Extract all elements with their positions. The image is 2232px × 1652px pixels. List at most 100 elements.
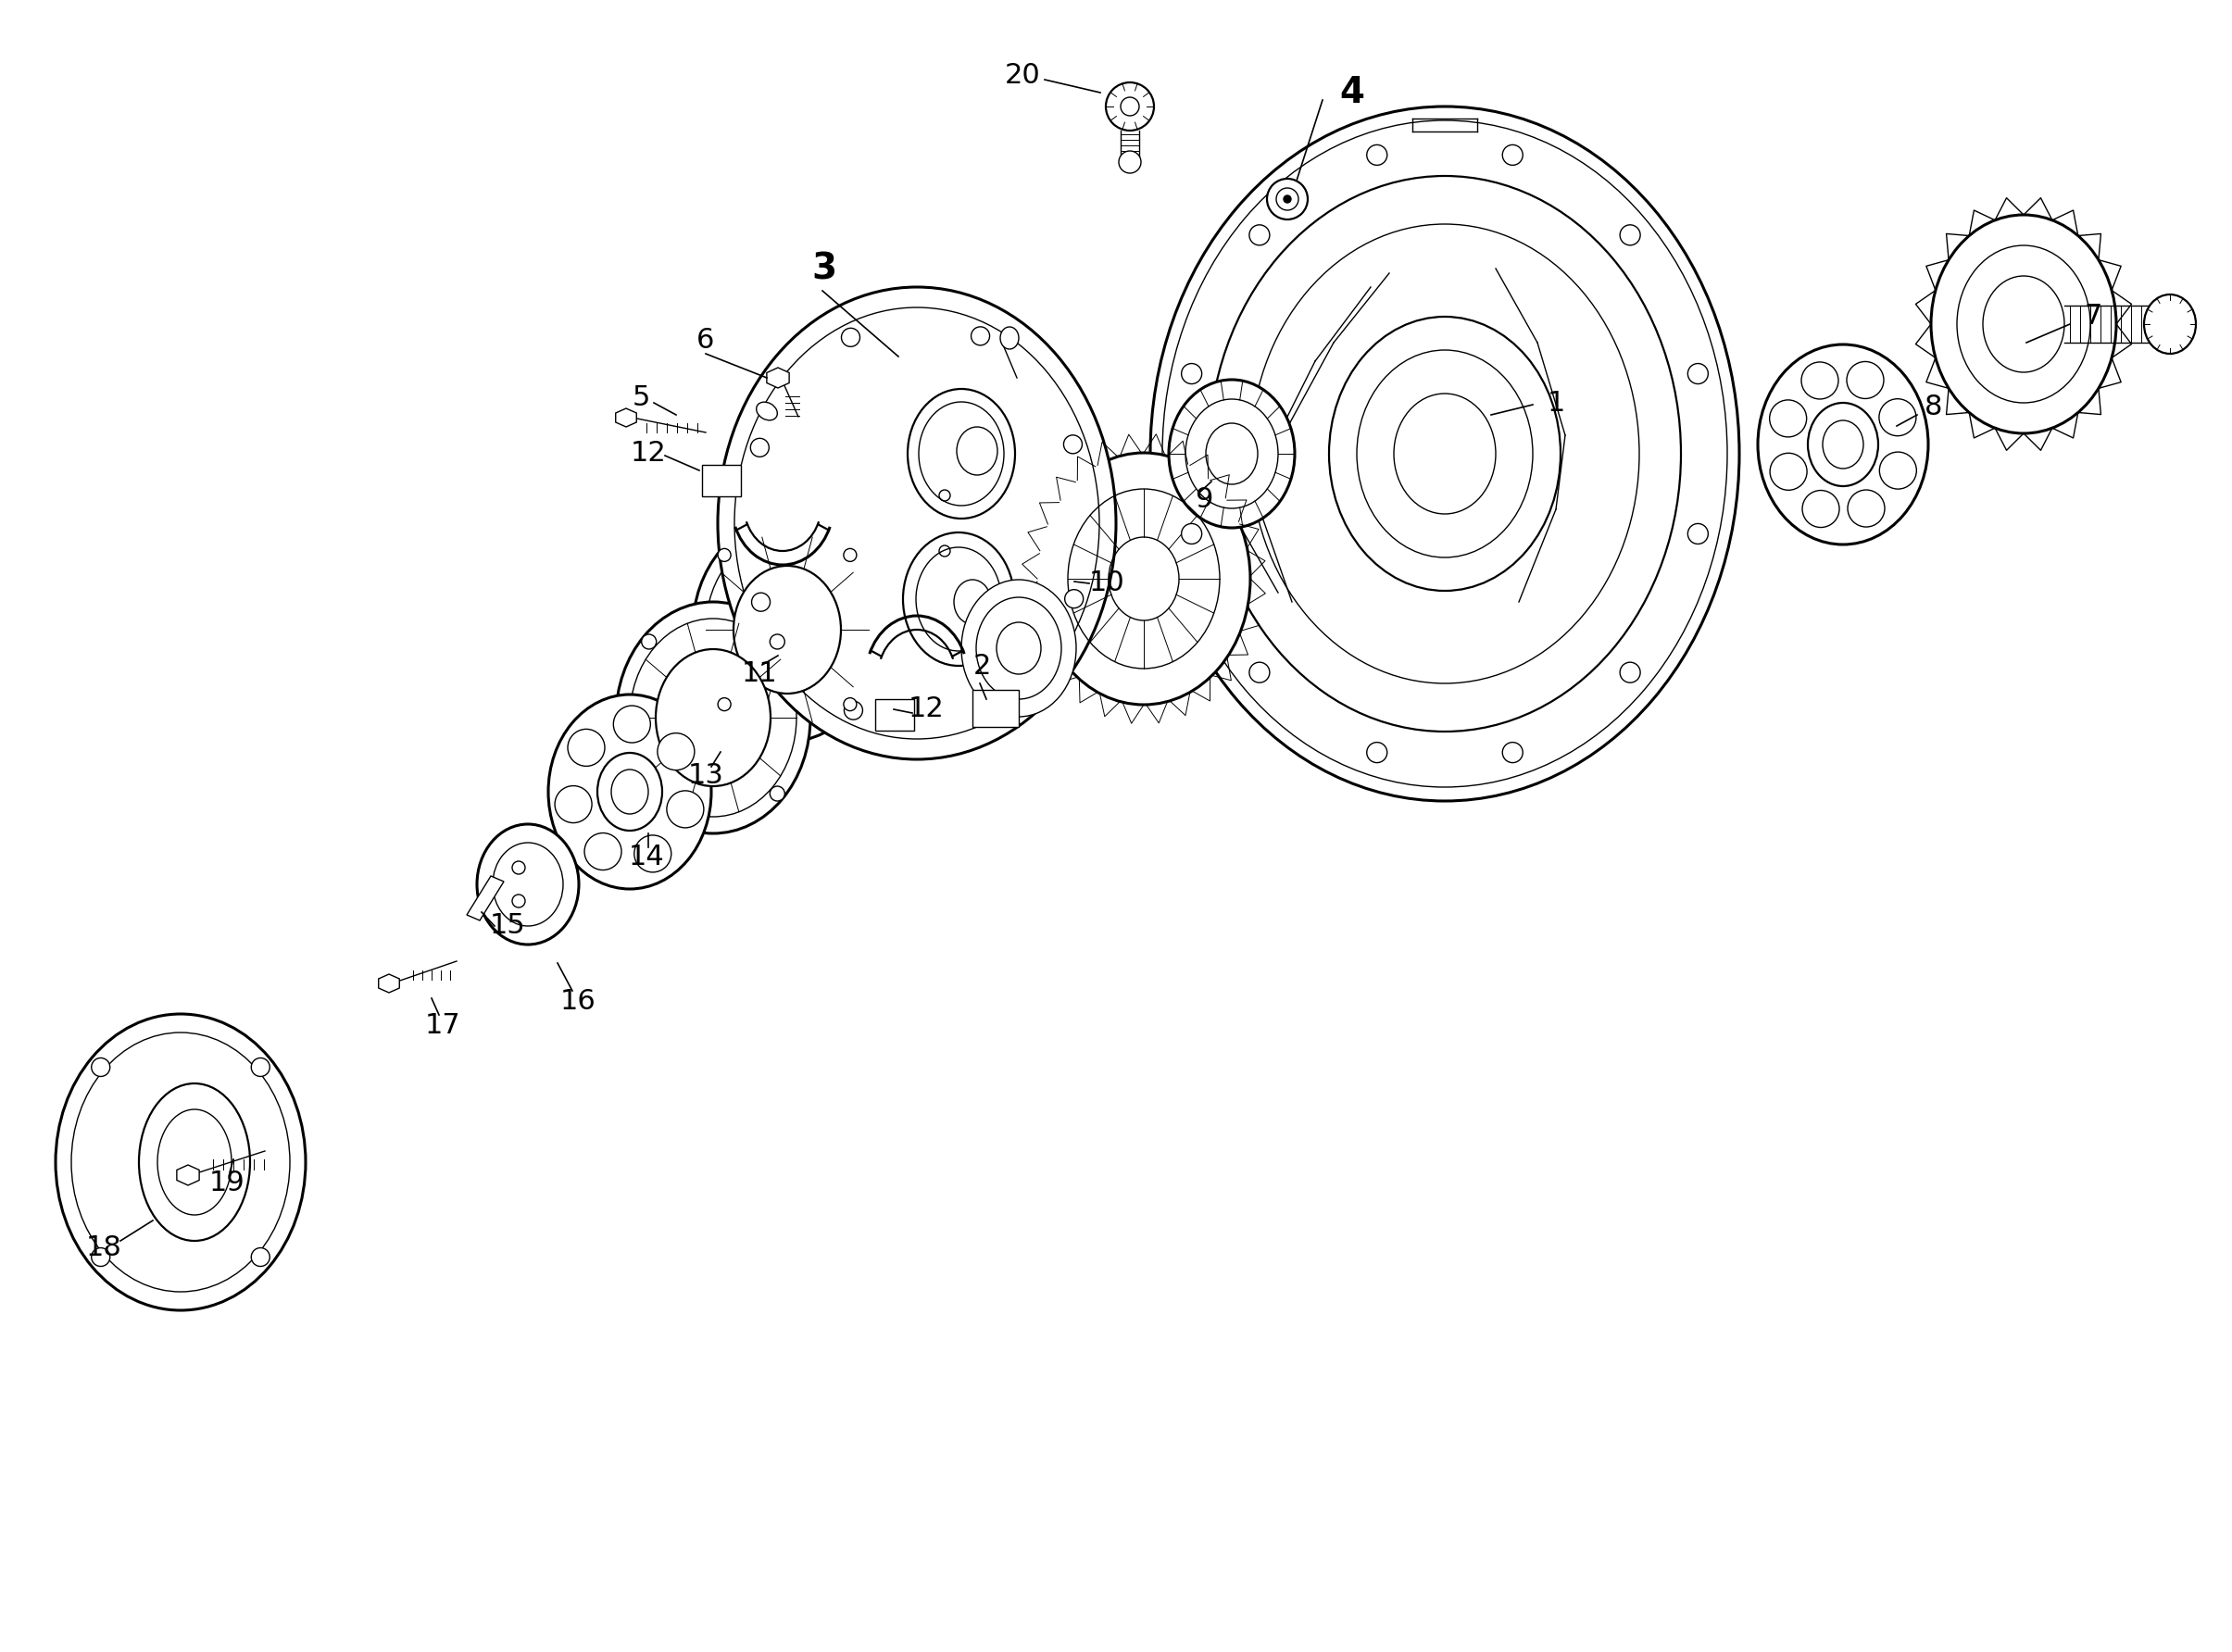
Circle shape	[1250, 225, 1270, 244]
Circle shape	[770, 786, 786, 801]
Circle shape	[1687, 524, 1707, 544]
Text: 4: 4	[1339, 74, 1364, 111]
Ellipse shape	[549, 694, 712, 889]
Circle shape	[634, 836, 672, 872]
Circle shape	[1801, 491, 1839, 527]
Bar	[973, 691, 1018, 727]
Circle shape	[1620, 662, 1641, 682]
Text: 19: 19	[210, 1170, 246, 1196]
Circle shape	[719, 697, 730, 710]
Circle shape	[1620, 225, 1641, 244]
Circle shape	[1502, 145, 1522, 165]
Circle shape	[92, 1057, 109, 1077]
Text: 16: 16	[560, 988, 596, 1016]
Text: 2: 2	[973, 653, 991, 681]
Circle shape	[614, 705, 650, 743]
Circle shape	[641, 634, 656, 649]
Circle shape	[1687, 363, 1707, 383]
Ellipse shape	[2145, 294, 2196, 354]
Circle shape	[1366, 742, 1386, 763]
Circle shape	[719, 548, 730, 562]
Circle shape	[1250, 662, 1270, 682]
Circle shape	[556, 786, 591, 823]
Circle shape	[750, 438, 770, 458]
Text: 11: 11	[741, 661, 777, 687]
Circle shape	[770, 634, 786, 649]
Circle shape	[844, 548, 857, 562]
Text: 10: 10	[1089, 570, 1125, 596]
Ellipse shape	[598, 753, 663, 831]
Text: 8: 8	[1924, 395, 1942, 421]
Text: 12: 12	[629, 441, 665, 468]
Circle shape	[1118, 150, 1141, 173]
Circle shape	[1770, 453, 1808, 491]
Polygon shape	[616, 408, 636, 426]
Text: 20: 20	[1004, 63, 1040, 89]
Text: 17: 17	[424, 1013, 460, 1039]
Circle shape	[92, 1247, 109, 1267]
Bar	[875, 699, 915, 730]
Text: 7: 7	[2085, 304, 2103, 330]
Ellipse shape	[1149, 106, 1739, 801]
Circle shape	[658, 733, 694, 770]
Circle shape	[567, 729, 605, 767]
Ellipse shape	[757, 401, 777, 420]
Ellipse shape	[908, 388, 1016, 519]
Ellipse shape	[56, 1014, 306, 1310]
Ellipse shape	[1038, 453, 1250, 705]
Ellipse shape	[478, 824, 578, 945]
Circle shape	[1846, 362, 1884, 398]
Circle shape	[1181, 524, 1201, 544]
Text: 14: 14	[629, 843, 665, 871]
Circle shape	[844, 700, 862, 720]
Ellipse shape	[692, 517, 882, 742]
Text: 15: 15	[489, 912, 525, 940]
Polygon shape	[176, 1165, 199, 1184]
Ellipse shape	[1328, 317, 1560, 591]
Circle shape	[841, 329, 859, 347]
Circle shape	[1283, 195, 1290, 203]
Circle shape	[1065, 590, 1083, 608]
Ellipse shape	[138, 1084, 250, 1241]
Circle shape	[1879, 453, 1917, 489]
Ellipse shape	[904, 532, 1013, 666]
Circle shape	[752, 593, 770, 611]
Circle shape	[252, 1057, 270, 1077]
Circle shape	[1366, 145, 1386, 165]
Circle shape	[252, 1247, 270, 1267]
Ellipse shape	[1170, 380, 1295, 529]
Text: 3: 3	[812, 251, 837, 286]
Circle shape	[1181, 363, 1201, 383]
Circle shape	[1801, 362, 1839, 400]
Circle shape	[844, 697, 857, 710]
Text: 12: 12	[908, 695, 944, 722]
Circle shape	[973, 700, 993, 719]
Text: 9: 9	[1194, 487, 1212, 514]
Ellipse shape	[719, 287, 1116, 760]
Circle shape	[641, 786, 656, 801]
Ellipse shape	[616, 601, 810, 833]
Ellipse shape	[1759, 345, 1928, 545]
Circle shape	[1502, 742, 1522, 763]
Circle shape	[971, 327, 989, 345]
Ellipse shape	[493, 843, 562, 927]
Ellipse shape	[1000, 327, 1018, 349]
Text: 5: 5	[632, 385, 650, 411]
Text: 6: 6	[696, 327, 714, 354]
Circle shape	[1105, 83, 1154, 131]
Ellipse shape	[962, 580, 1076, 717]
Ellipse shape	[656, 649, 770, 786]
Bar	[703, 464, 741, 496]
Text: 18: 18	[85, 1234, 123, 1262]
Circle shape	[1848, 491, 1884, 527]
Polygon shape	[379, 975, 400, 993]
Ellipse shape	[734, 565, 841, 694]
Circle shape	[1879, 398, 1915, 436]
Ellipse shape	[1208, 177, 1681, 732]
Polygon shape	[768, 368, 790, 388]
Circle shape	[1770, 400, 1806, 438]
Text: 13: 13	[687, 763, 723, 790]
Circle shape	[585, 833, 620, 871]
Circle shape	[1268, 178, 1308, 220]
Polygon shape	[466, 876, 504, 920]
